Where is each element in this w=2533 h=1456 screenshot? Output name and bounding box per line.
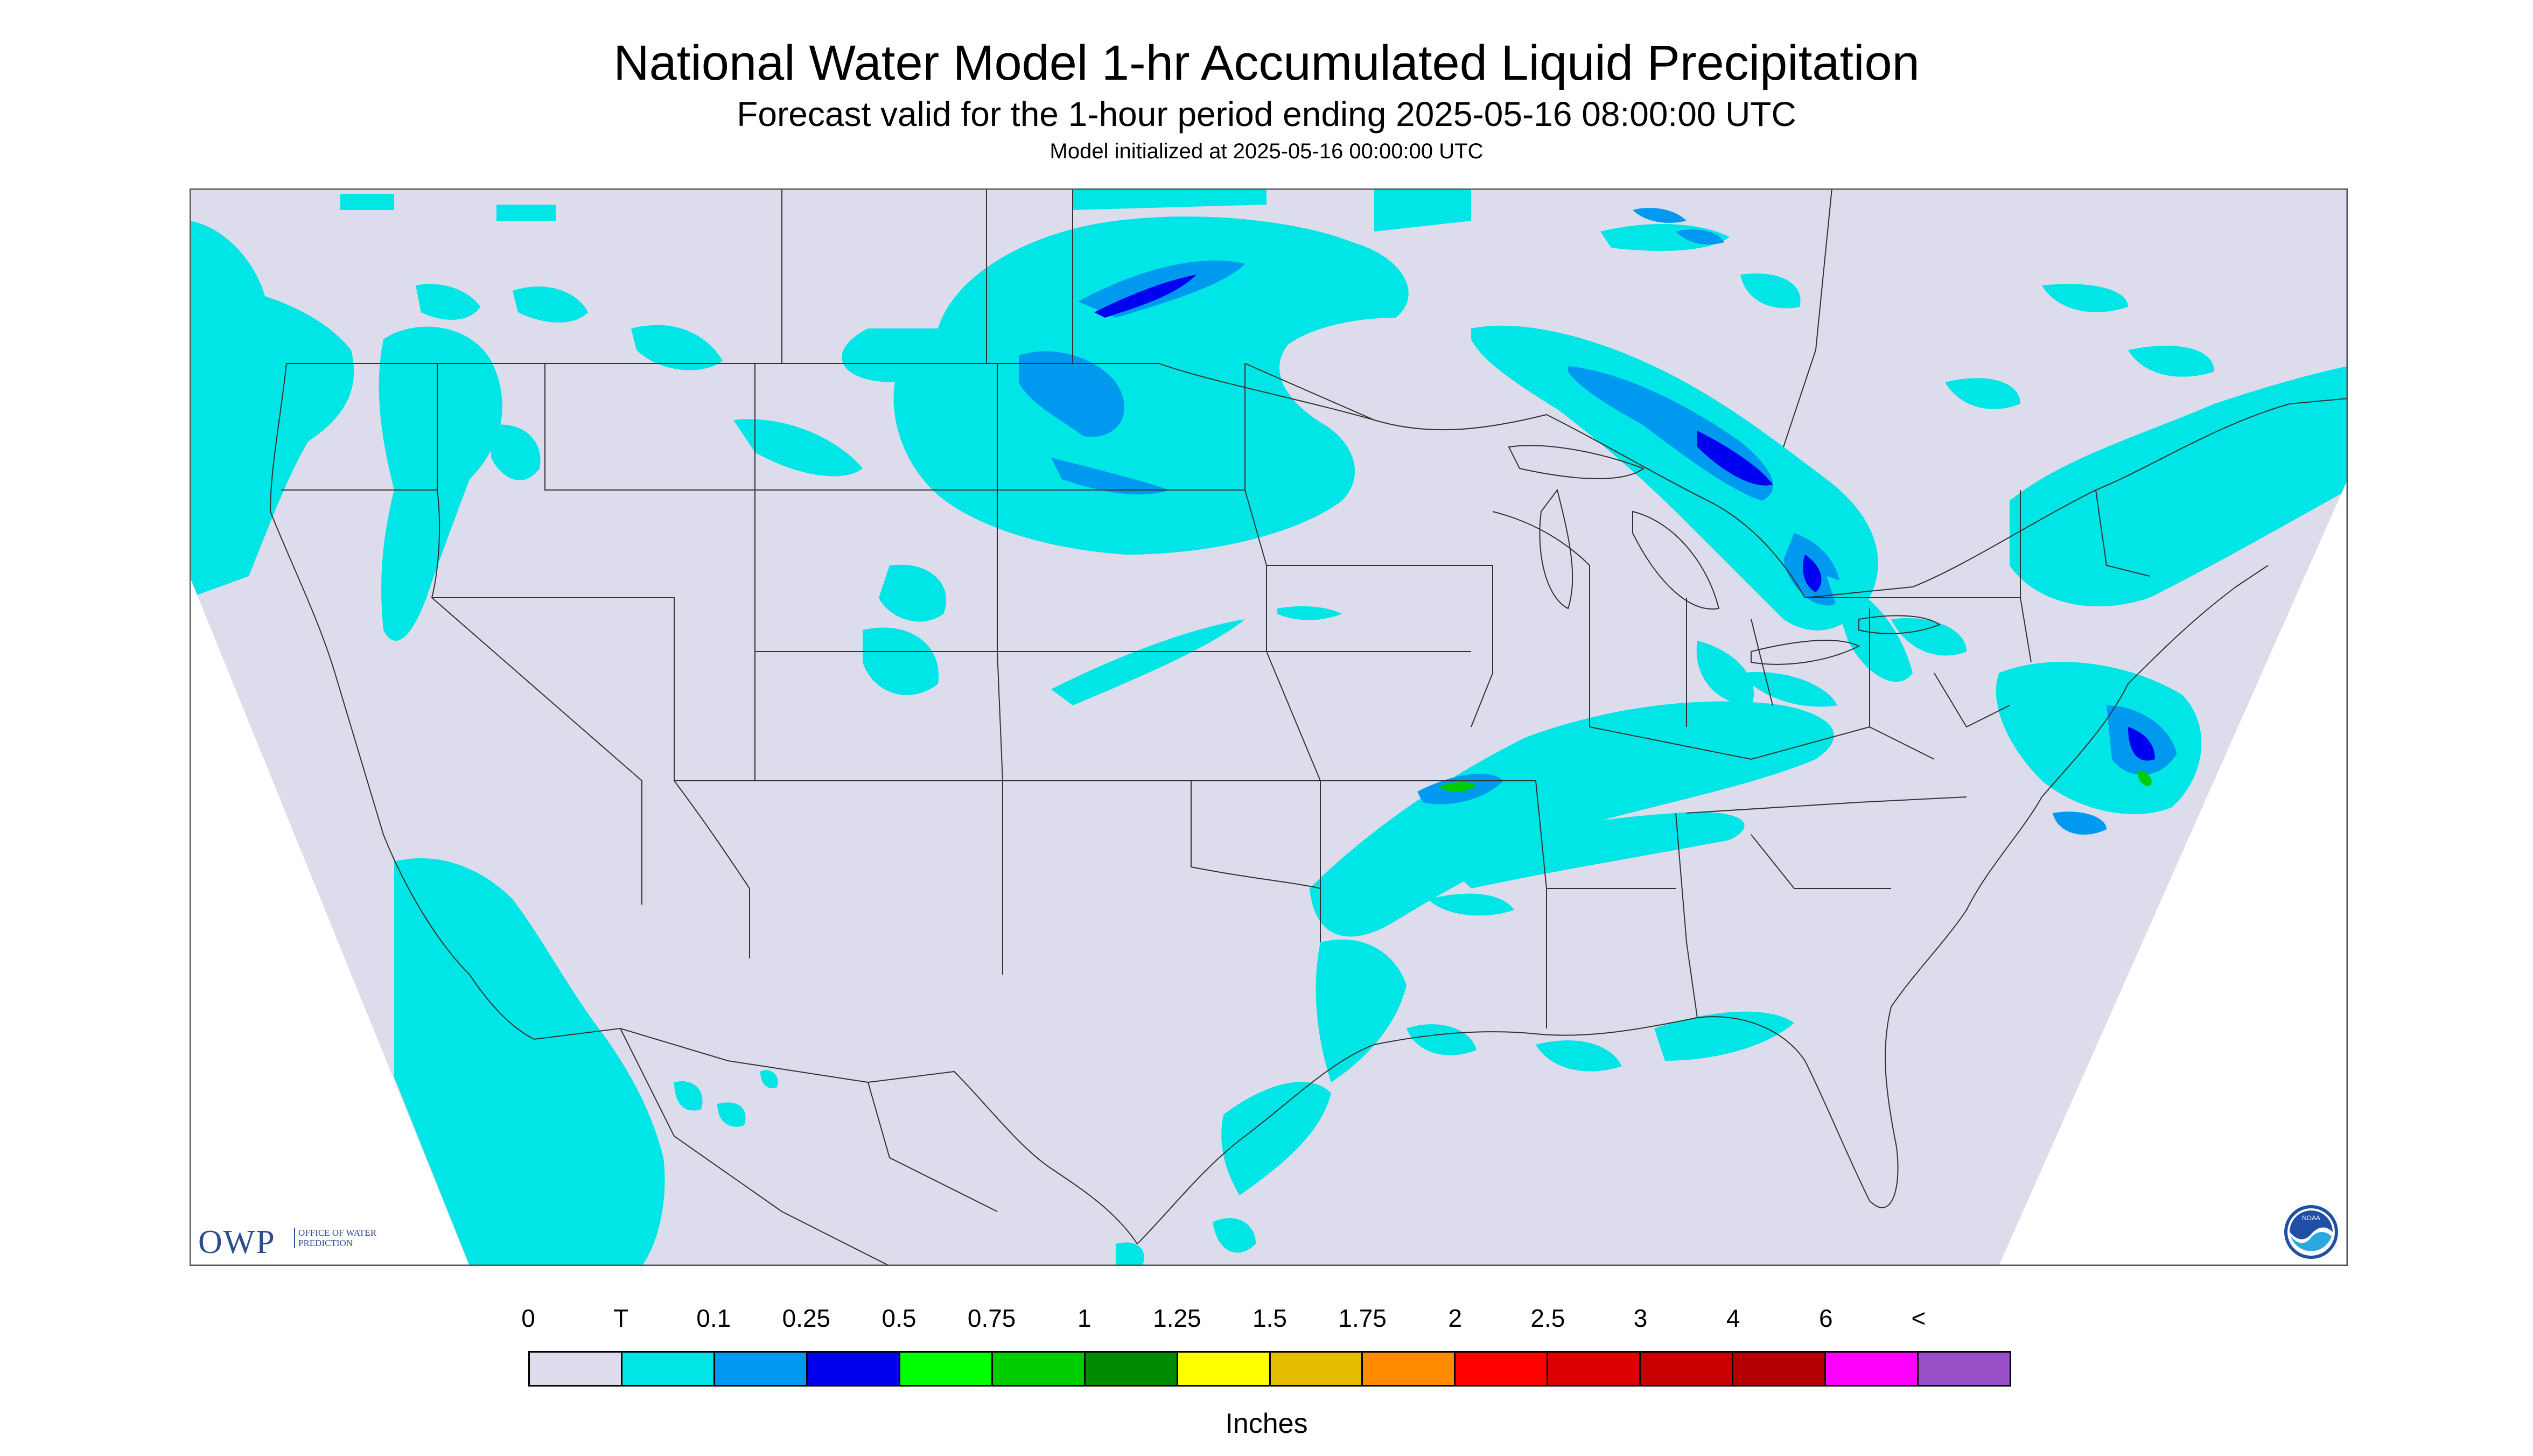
legend-swatch [1085, 1353, 1178, 1385]
legend-swatch [530, 1353, 622, 1385]
legend-label: 1 [1077, 1304, 1091, 1332]
precip-california-baja [394, 858, 778, 1266]
legend-swatch [715, 1353, 808, 1385]
legend-swatch [900, 1353, 993, 1385]
precip-ohio-valley [1310, 672, 1837, 937]
legend-labels: 0 T 0.1 0.25 0.5 0.75 1 1.25 1.5 1.75 2 2.5 3 4 6 < [0, 1302, 2533, 1340]
legend-swatch [1363, 1353, 1456, 1385]
model-domain-area [190, 188, 2348, 1266]
legend-color-bar [528, 1351, 2011, 1387]
legend-swatch [622, 1353, 715, 1385]
legend-label: 2.5 [1530, 1304, 1565, 1332]
legend-swatch [1733, 1353, 1827, 1385]
map-frame [190, 188, 2348, 1266]
legend-label: < [1911, 1304, 1926, 1332]
legend-swatch [1456, 1353, 1549, 1385]
legend-swatch [1919, 1353, 2010, 1385]
legend-label: 0 [521, 1304, 535, 1332]
legend-label: 3 [1633, 1304, 1648, 1332]
legend-label: 1.25 [1153, 1304, 1201, 1332]
legend-label: 1.5 [1252, 1304, 1287, 1332]
legend-swatch [1270, 1353, 1363, 1385]
legend-label: 0.75 [967, 1304, 1016, 1332]
legend-swatch [1641, 1353, 1734, 1385]
owp-logo-text: OFFICE OF WATER PREDICTION [294, 1228, 384, 1248]
legend-label: 0.5 [881, 1304, 916, 1332]
legend-label: 6 [1818, 1304, 1833, 1332]
legend-swatch [1548, 1353, 1641, 1385]
legend-label: T [613, 1304, 629, 1332]
legend-swatch [992, 1353, 1086, 1385]
owp-logo-abbr: OWP [198, 1224, 276, 1261]
precipitation-layer [190, 188, 2348, 1266]
noaa-logo-text: NOAA [2302, 1214, 2320, 1222]
precip-gulf-coast [1116, 939, 1794, 1266]
legend-label: 0.1 [696, 1304, 731, 1332]
model-init-text: Model initialized at 2025-05-16 00:00:00… [1049, 139, 1484, 163]
map-title: National Water Model 1-hr Accumulated Li… [613, 36, 1920, 90]
precipitation-map [190, 188, 2348, 1266]
legend-label: 1.75 [1338, 1304, 1387, 1332]
legend-units-label: Inches [1225, 1408, 1308, 1439]
owp-logo: OWP OFFICE OF WATER PREDICTION [198, 1221, 376, 1263]
precip-great-lakes [1471, 208, 1913, 705]
precip-mid-atlantic-offshore [1891, 284, 2348, 835]
legend-swatch [1826, 1353, 1919, 1385]
precip-northern-plains [733, 188, 1471, 705]
legend-swatch [807, 1353, 900, 1385]
state-boundaries [269, 188, 2348, 1266]
noaa-emblem-icon: NOAA [2284, 1205, 2338, 1259]
legend-label: 0.25 [782, 1304, 831, 1332]
legend-label: 2 [1448, 1304, 1463, 1332]
legend-swatch [1178, 1353, 1271, 1385]
forecast-valid-subtitle: Forecast valid for the 1-hour period end… [737, 95, 1796, 134]
legend-label: 4 [1726, 1304, 1740, 1332]
precip-pacific-northwest [190, 194, 723, 641]
